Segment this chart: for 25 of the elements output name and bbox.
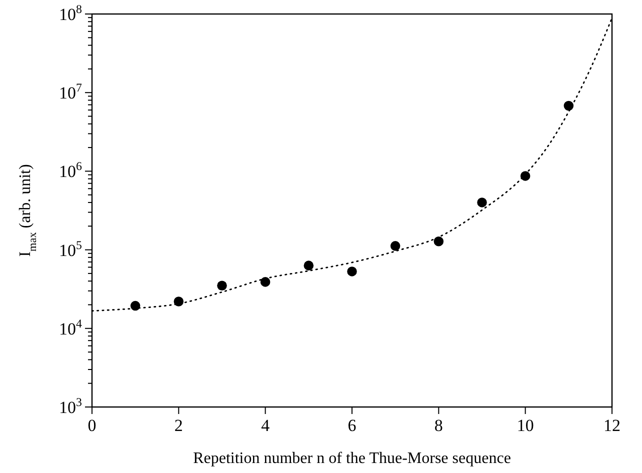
point: [130, 300, 140, 311]
point: [217, 280, 227, 291]
y-tick-label: 10$^{5}$: [59, 238, 82, 260]
y-tick-label: 10$^{8}$: [59, 2, 82, 24]
point: [260, 277, 270, 287]
y-tick-label: 10$^{4}$: [59, 316, 82, 338]
x-tick-label: 8: [434, 416, 443, 435]
x-tick-label: 0: [88, 416, 96, 435]
x-tick-label: 2: [174, 416, 183, 435]
y-tick-label: 10$^{3}$: [59, 395, 82, 417]
x-tick-label: 6: [348, 416, 356, 435]
point: [564, 100, 574, 111]
x-axis-title: Repetition number n of the Thue-Morse sequence: [193, 450, 511, 467]
x-tick-label: 4: [261, 416, 270, 435]
x-tick-label: 12: [604, 416, 620, 435]
point: [174, 296, 184, 306]
point: [304, 260, 314, 270]
point: [434, 236, 444, 246]
point: [477, 198, 487, 208]
y-tick-label: 10$^{7}$: [59, 80, 82, 103]
point: [390, 241, 400, 251]
point: [347, 266, 357, 276]
x-tick-label: 10: [516, 416, 534, 435]
point: [520, 171, 530, 181]
y-tick-label: 10$^{6}$: [59, 159, 82, 182]
